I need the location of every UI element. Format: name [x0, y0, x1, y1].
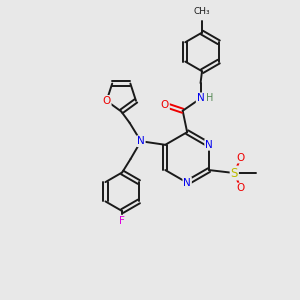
Text: N: N [197, 93, 204, 103]
Text: O: O [237, 184, 245, 194]
Text: N: N [137, 136, 145, 146]
Text: O: O [103, 96, 111, 106]
Text: S: S [231, 167, 238, 179]
Text: CH₃: CH₃ [194, 7, 210, 16]
Text: O: O [237, 153, 245, 163]
Text: N: N [205, 140, 213, 150]
Text: F: F [119, 216, 125, 226]
Text: N: N [183, 178, 191, 188]
Text: O: O [161, 100, 169, 110]
Text: H: H [206, 93, 214, 103]
